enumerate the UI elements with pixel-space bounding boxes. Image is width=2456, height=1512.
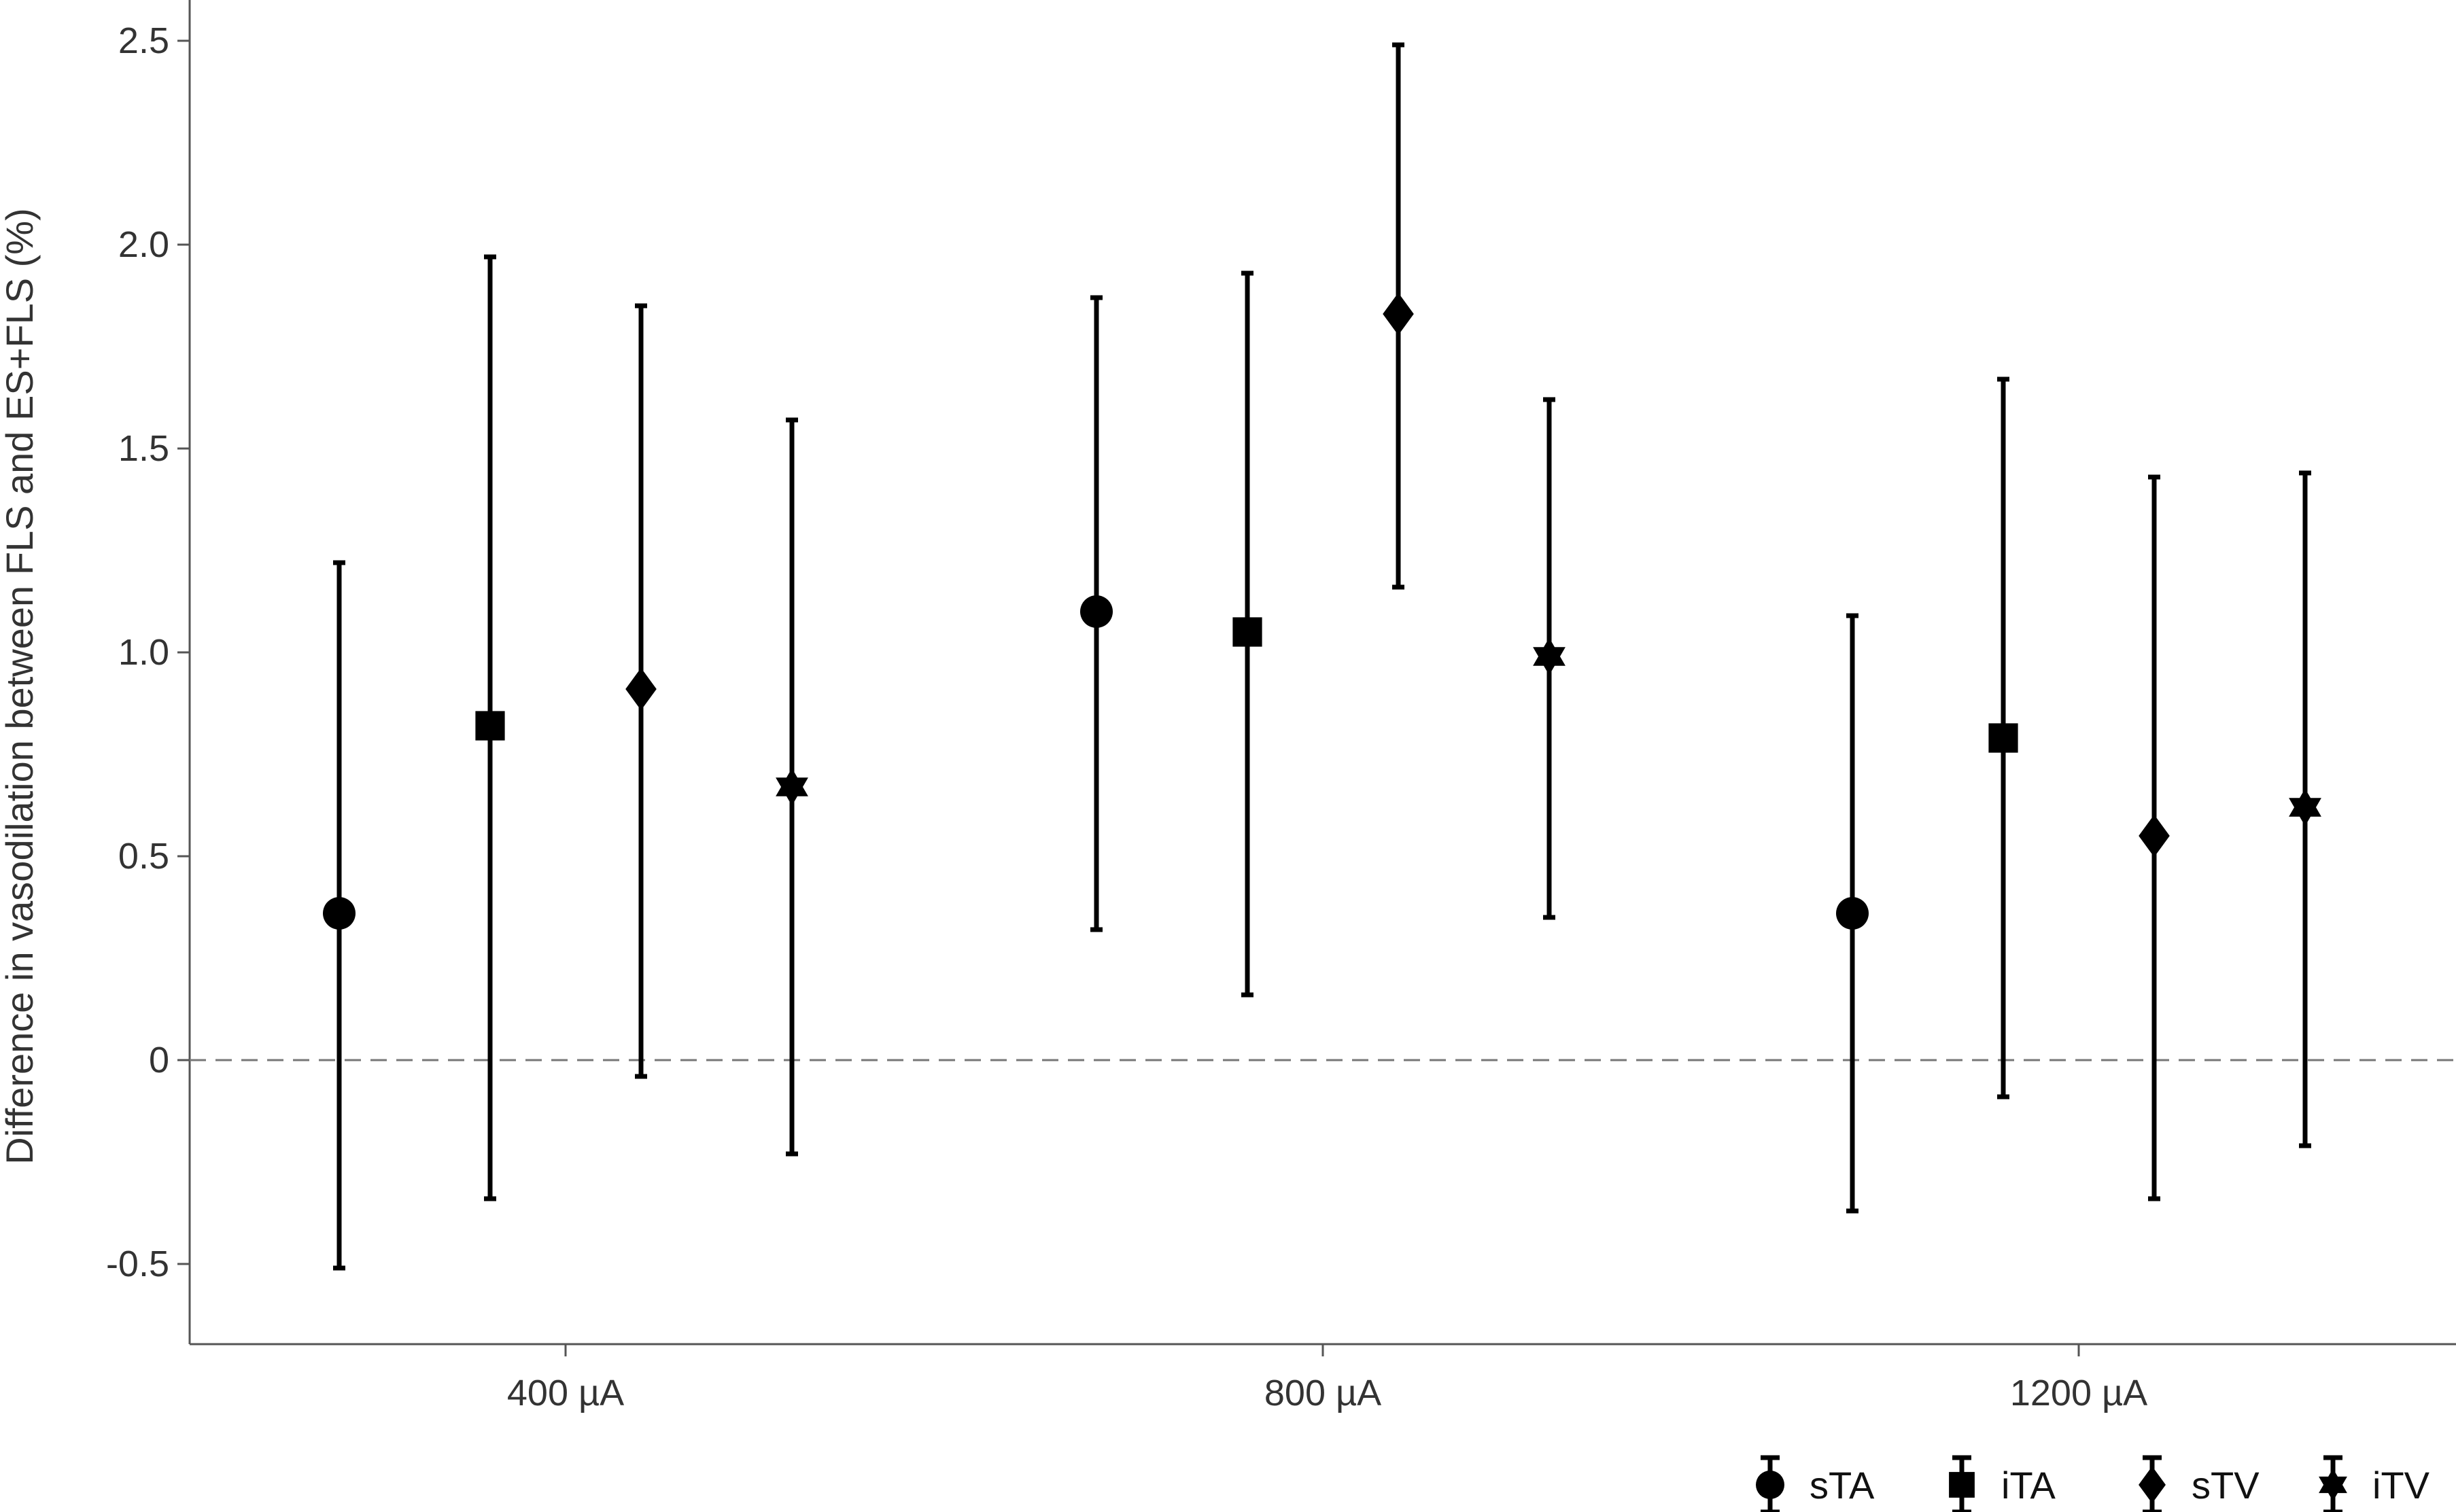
- series-sTV: [625, 42, 2170, 1201]
- data-point-sTA: [1080, 595, 1113, 628]
- x-tick-label: 400 µA: [507, 1373, 624, 1413]
- legend-marker-sTV: [2139, 1466, 2166, 1504]
- legend-label: sTA: [1810, 1464, 1875, 1507]
- data-point-iTA: [1232, 617, 1262, 647]
- data-point-iTV: [2289, 788, 2321, 826]
- legend-marker-sTA: [1756, 1471, 1784, 1499]
- legend-label: iTA: [2001, 1464, 2056, 1507]
- y-tick-label: 0.5: [118, 836, 169, 877]
- x-tick-label: 800 µA: [1264, 1373, 1381, 1413]
- series-sTA: [323, 295, 1869, 1271]
- legend-item-sTA: sTA: [1756, 1455, 1875, 1512]
- data-point-sTV: [2139, 814, 2170, 858]
- y-tick-label: 1.0: [118, 632, 169, 673]
- legend-item-iTV: iTV: [2319, 1455, 2430, 1512]
- legend-key: [2319, 1455, 2347, 1512]
- legend-marker-iTA: [1949, 1472, 1975, 1498]
- series-iTA: [475, 254, 2018, 1201]
- data-point-sTA: [1836, 897, 1869, 930]
- y-tick-label: -0.5: [106, 1244, 169, 1284]
- legend-item-sTV: sTV: [2139, 1455, 2260, 1512]
- x-ticks: 400 µA 800 µA 1200 µA: [507, 1344, 2147, 1413]
- y-tick-label: 2.0: [118, 224, 169, 265]
- y-tick-label: 0: [149, 1040, 169, 1080]
- series-layer: [323, 42, 2321, 1271]
- data-point-iTA: [475, 711, 505, 741]
- legend-marker-iTV: [2319, 1468, 2347, 1502]
- legend-item-iTA: iTA: [1949, 1455, 2056, 1512]
- legend-key: [1756, 1455, 1784, 1512]
- x-tick-label: 1200 µA: [2010, 1373, 2147, 1413]
- y-tick-label: 1.5: [118, 428, 169, 469]
- data-point-iTA: [1988, 723, 2018, 753]
- legend: sTA iTA sTV iTV: [1756, 1455, 2430, 1512]
- legend-label: iTV: [2372, 1464, 2430, 1507]
- data-point-iTV: [1533, 637, 1566, 675]
- data-point-iTV: [776, 768, 808, 806]
- legend-key: [2139, 1455, 2166, 1512]
- series-iTV: [776, 397, 2321, 1157]
- y-axis-title: Difference in vasodilation between FLS a…: [0, 208, 41, 1165]
- legend-label: sTV: [2192, 1464, 2260, 1507]
- data-point-sTA: [323, 897, 356, 930]
- legend-key: [1949, 1455, 1975, 1512]
- y-tick-label: 2.5: [118, 20, 169, 61]
- y-ticks: -0.5 0 0.5 1.0 1.5 2.0 2.5: [106, 20, 190, 1284]
- data-point-sTV: [1383, 292, 1414, 336]
- data-point-sTV: [625, 667, 657, 711]
